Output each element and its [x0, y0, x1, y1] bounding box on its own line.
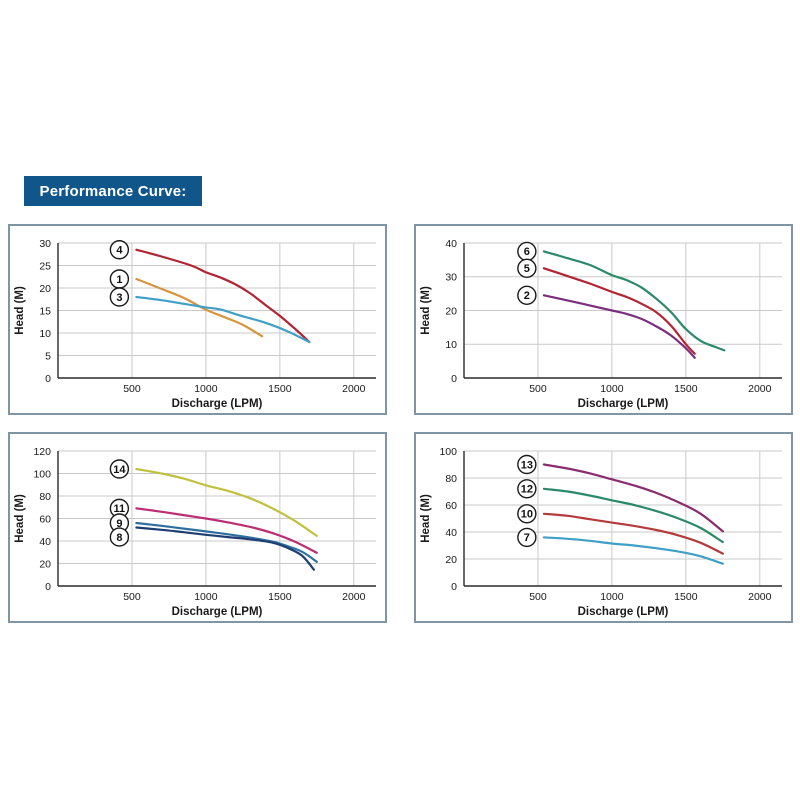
curve-3 — [135, 295, 311, 344]
y-axis-title: Head (M) — [14, 494, 26, 543]
y-tick-label: 10 — [39, 328, 51, 340]
chart-panel-top-right: 0 10 20 30 40 500 1000 1500 2000 Head (M) Discharg… — [414, 224, 793, 415]
y-tick-label: 0 — [45, 373, 51, 385]
x-tick-label: 1500 — [268, 383, 292, 395]
chart-panel-bottom-left: 0 20 40 60 80 100 120 500 1000 1500 2000 Head (M) Di… — [8, 432, 387, 623]
curve-label-circle-8 — [109, 527, 130, 547]
y-tick-label: 15 — [39, 305, 51, 317]
x-axis-title: Discharge (LPM) — [578, 398, 669, 410]
curve-9 — [135, 521, 318, 563]
y-tick-label: 10 — [445, 339, 457, 351]
x-tick-label: 2000 — [748, 591, 772, 603]
curve-label-number-12: 12 — [521, 484, 533, 496]
curve-label-number-2: 2 — [524, 290, 530, 302]
section-title-banner: Performance Curve: — [24, 176, 202, 206]
x-tick-label: 2000 — [342, 383, 366, 395]
y-tick-label: 80 — [445, 473, 457, 485]
curve-label-circle-4 — [109, 240, 130, 260]
x-axis-title: Discharge (LPM) — [172, 398, 263, 410]
x-tick-label: 1000 — [194, 591, 218, 603]
y-tick-label: 20 — [445, 554, 457, 566]
curve-label-number-7: 7 — [524, 532, 530, 544]
chart-panel-top-left: 0 5 10 15 20 25 30 500 1000 1500 2000 Head (M) Disch… — [8, 224, 387, 415]
curve-label-circle-10 — [517, 504, 537, 524]
curve-2 — [542, 294, 696, 359]
curve-11 — [135, 507, 318, 554]
y-tick-label: 100 — [33, 468, 51, 480]
y-tick-label: 30 — [445, 272, 457, 284]
x-tick-label: 1000 — [600, 591, 624, 603]
y-tick-label: 0 — [451, 373, 457, 385]
curve-label-circle-12 — [517, 479, 537, 499]
y-tick-label: 80 — [39, 491, 51, 503]
chart-panel-bottom-right: 0 20 40 60 80 100 500 1000 1500 2000 Head (M) Disch… — [414, 432, 793, 623]
curve-label-number-4: 4 — [116, 245, 123, 257]
y-tick-label: 25 — [39, 260, 51, 272]
curve-label-circle-3 — [109, 287, 130, 307]
curve-10 — [542, 512, 724, 555]
x-tick-label: 2000 — [342, 591, 366, 603]
curve-label-circle-14 — [109, 459, 130, 479]
y-axis-title: Head (M) — [420, 286, 432, 335]
y-tick-label: 100 — [439, 446, 457, 458]
top-left-performance-chart: 0 5 10 15 20 25 30 500 1000 1500 2000 Head (M) Disch… — [14, 238, 376, 410]
y-tick-label: 40 — [39, 536, 51, 548]
x-tick-label: 500 — [123, 383, 141, 395]
curve-label-circle-7 — [517, 527, 537, 548]
x-tick-label: 500 — [123, 591, 141, 603]
curve-label-number-8: 8 — [116, 532, 122, 544]
y-tick-label: 0 — [451, 581, 457, 593]
x-tick-label: 500 — [529, 383, 547, 395]
section-title: Performance Curve: — [39, 182, 187, 200]
curve-label-number-9: 9 — [116, 518, 122, 530]
y-tick-label: 0 — [45, 581, 51, 593]
y-tick-label: 60 — [39, 513, 51, 525]
y-tick-label: 60 — [445, 500, 457, 512]
x-axis-title: Discharge (LPM) — [172, 606, 263, 618]
y-tick-label: 30 — [39, 238, 51, 250]
bottom-left-performance-chart: 0 20 40 60 80 100 120 500 1000 1500 2000 Head (M) Di… — [14, 446, 376, 618]
curve-1 — [135, 277, 264, 338]
curve-13 — [542, 463, 724, 533]
top-right-performance-chart: 0 10 20 30 40 500 1000 1500 2000 Head (M) Discharg… — [420, 238, 782, 410]
curve-label-number-14: 14 — [113, 464, 126, 476]
curve-label-number-10: 10 — [521, 509, 533, 521]
curve-label-number-1: 1 — [116, 274, 122, 286]
x-tick-label: 1500 — [268, 591, 292, 603]
curve-4 — [135, 248, 311, 344]
curve-label-number-6: 6 — [524, 246, 530, 258]
curve-label-number-11: 11 — [114, 503, 126, 515]
curve-label-circle-13 — [517, 454, 537, 475]
curve-6 — [542, 250, 726, 352]
curve-14 — [135, 467, 318, 537]
curve-label-circle-5 — [517, 258, 537, 279]
x-tick-label: 500 — [529, 591, 547, 603]
x-tick-label: 1500 — [674, 383, 698, 395]
curve-7 — [542, 536, 724, 565]
y-tick-label: 20 — [445, 305, 457, 317]
bottom-right-performance-chart: 0 20 40 60 80 100 500 1000 1500 2000 Head (M) Disch… — [420, 446, 782, 618]
curve-label-circle-2 — [517, 285, 537, 306]
curve-label-number-3: 3 — [116, 292, 122, 304]
curve-8 — [135, 526, 315, 571]
x-axis-title: Discharge (LPM) — [578, 606, 669, 618]
y-axis-title: Head (M) — [420, 494, 432, 543]
y-axis-title: Head (M) — [14, 286, 26, 335]
x-tick-label: 2000 — [748, 383, 772, 395]
y-tick-label: 40 — [445, 238, 457, 250]
curve-label-number-5: 5 — [524, 263, 530, 275]
x-tick-label: 1000 — [194, 383, 218, 395]
y-tick-label: 5 — [45, 350, 51, 362]
y-tick-label: 20 — [39, 558, 51, 570]
x-tick-label: 1500 — [674, 591, 698, 603]
y-tick-label: 20 — [39, 283, 51, 295]
curve-12 — [542, 487, 724, 544]
y-tick-label: 40 — [445, 527, 457, 539]
x-tick-label: 1000 — [600, 383, 624, 395]
y-tick-label: 120 — [33, 446, 51, 458]
curve-label-number-13: 13 — [521, 459, 533, 471]
curve-5 — [542, 267, 696, 355]
